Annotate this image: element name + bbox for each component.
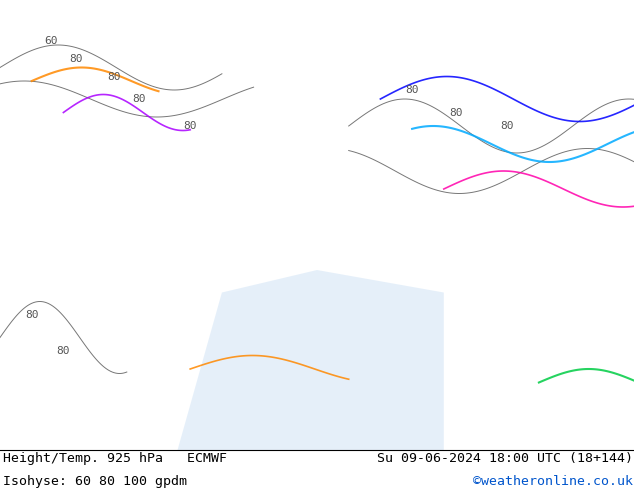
Text: 80: 80 [56, 346, 70, 356]
Text: Su 09-06-2024 18:00 UTC (18+144): Su 09-06-2024 18:00 UTC (18+144) [377, 452, 633, 465]
Text: 80: 80 [25, 310, 39, 320]
Text: 80: 80 [405, 85, 419, 95]
Text: 60: 60 [44, 35, 58, 46]
Text: ©weatheronline.co.uk: ©weatheronline.co.uk [473, 475, 633, 488]
Polygon shape [178, 270, 444, 450]
Text: 80: 80 [69, 53, 83, 64]
Text: 80: 80 [450, 107, 463, 118]
Text: 80: 80 [107, 72, 121, 81]
Text: 80: 80 [500, 121, 514, 131]
Text: 80: 80 [183, 121, 197, 131]
Text: Isohyse: 60 80 100 gpdm: Isohyse: 60 80 100 gpdm [3, 475, 187, 488]
Text: 80: 80 [133, 94, 146, 104]
Text: Height/Temp. 925 hPa   ECMWF: Height/Temp. 925 hPa ECMWF [3, 452, 227, 465]
